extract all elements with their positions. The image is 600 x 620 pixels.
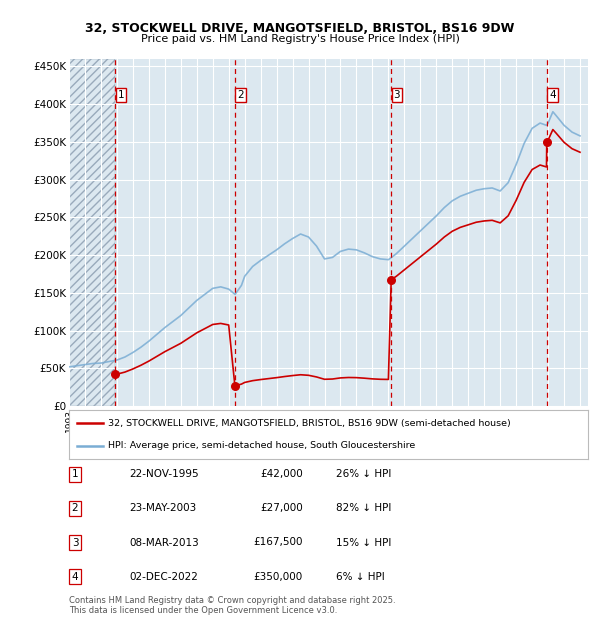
Text: £42,000: £42,000 [260, 469, 303, 479]
Text: £167,500: £167,500 [254, 538, 303, 547]
Text: 32, STOCKWELL DRIVE, MANGOTSFIELD, BRISTOL, BS16 9DW (semi-detached house): 32, STOCKWELL DRIVE, MANGOTSFIELD, BRIST… [108, 419, 511, 428]
Text: 82% ↓ HPI: 82% ↓ HPI [336, 503, 391, 513]
Text: 02-DEC-2022: 02-DEC-2022 [129, 572, 198, 582]
Text: 2: 2 [237, 90, 244, 100]
Text: HPI: Average price, semi-detached house, South Gloucestershire: HPI: Average price, semi-detached house,… [108, 441, 415, 450]
Text: 23-MAY-2003: 23-MAY-2003 [129, 503, 196, 513]
Text: Price paid vs. HM Land Registry's House Price Index (HPI): Price paid vs. HM Land Registry's House … [140, 34, 460, 44]
Point [386, 275, 396, 285]
Text: Contains HM Land Registry data © Crown copyright and database right 2025.
This d: Contains HM Land Registry data © Crown c… [69, 596, 395, 615]
Text: 6% ↓ HPI: 6% ↓ HPI [336, 572, 385, 582]
Point [230, 381, 239, 391]
Point [110, 370, 120, 379]
Text: 22-NOV-1995: 22-NOV-1995 [129, 469, 199, 479]
Point [542, 137, 551, 147]
Bar [69, 59, 115, 406]
Text: 1: 1 [71, 469, 79, 479]
Text: 08-MAR-2013: 08-MAR-2013 [129, 538, 199, 547]
Text: 1: 1 [118, 90, 124, 100]
Text: 32, STOCKWELL DRIVE, MANGOTSFIELD, BRISTOL, BS16 9DW: 32, STOCKWELL DRIVE, MANGOTSFIELD, BRIST… [85, 22, 515, 35]
Text: 26% ↓ HPI: 26% ↓ HPI [336, 469, 391, 479]
Text: 3: 3 [71, 538, 79, 547]
Bar [69, 59, 115, 406]
Text: 4: 4 [549, 90, 556, 100]
Text: 4: 4 [71, 572, 79, 582]
Text: 3: 3 [394, 90, 400, 100]
Text: 15% ↓ HPI: 15% ↓ HPI [336, 538, 391, 547]
Text: £350,000: £350,000 [254, 572, 303, 582]
Text: 2: 2 [71, 503, 79, 513]
Text: £27,000: £27,000 [260, 503, 303, 513]
